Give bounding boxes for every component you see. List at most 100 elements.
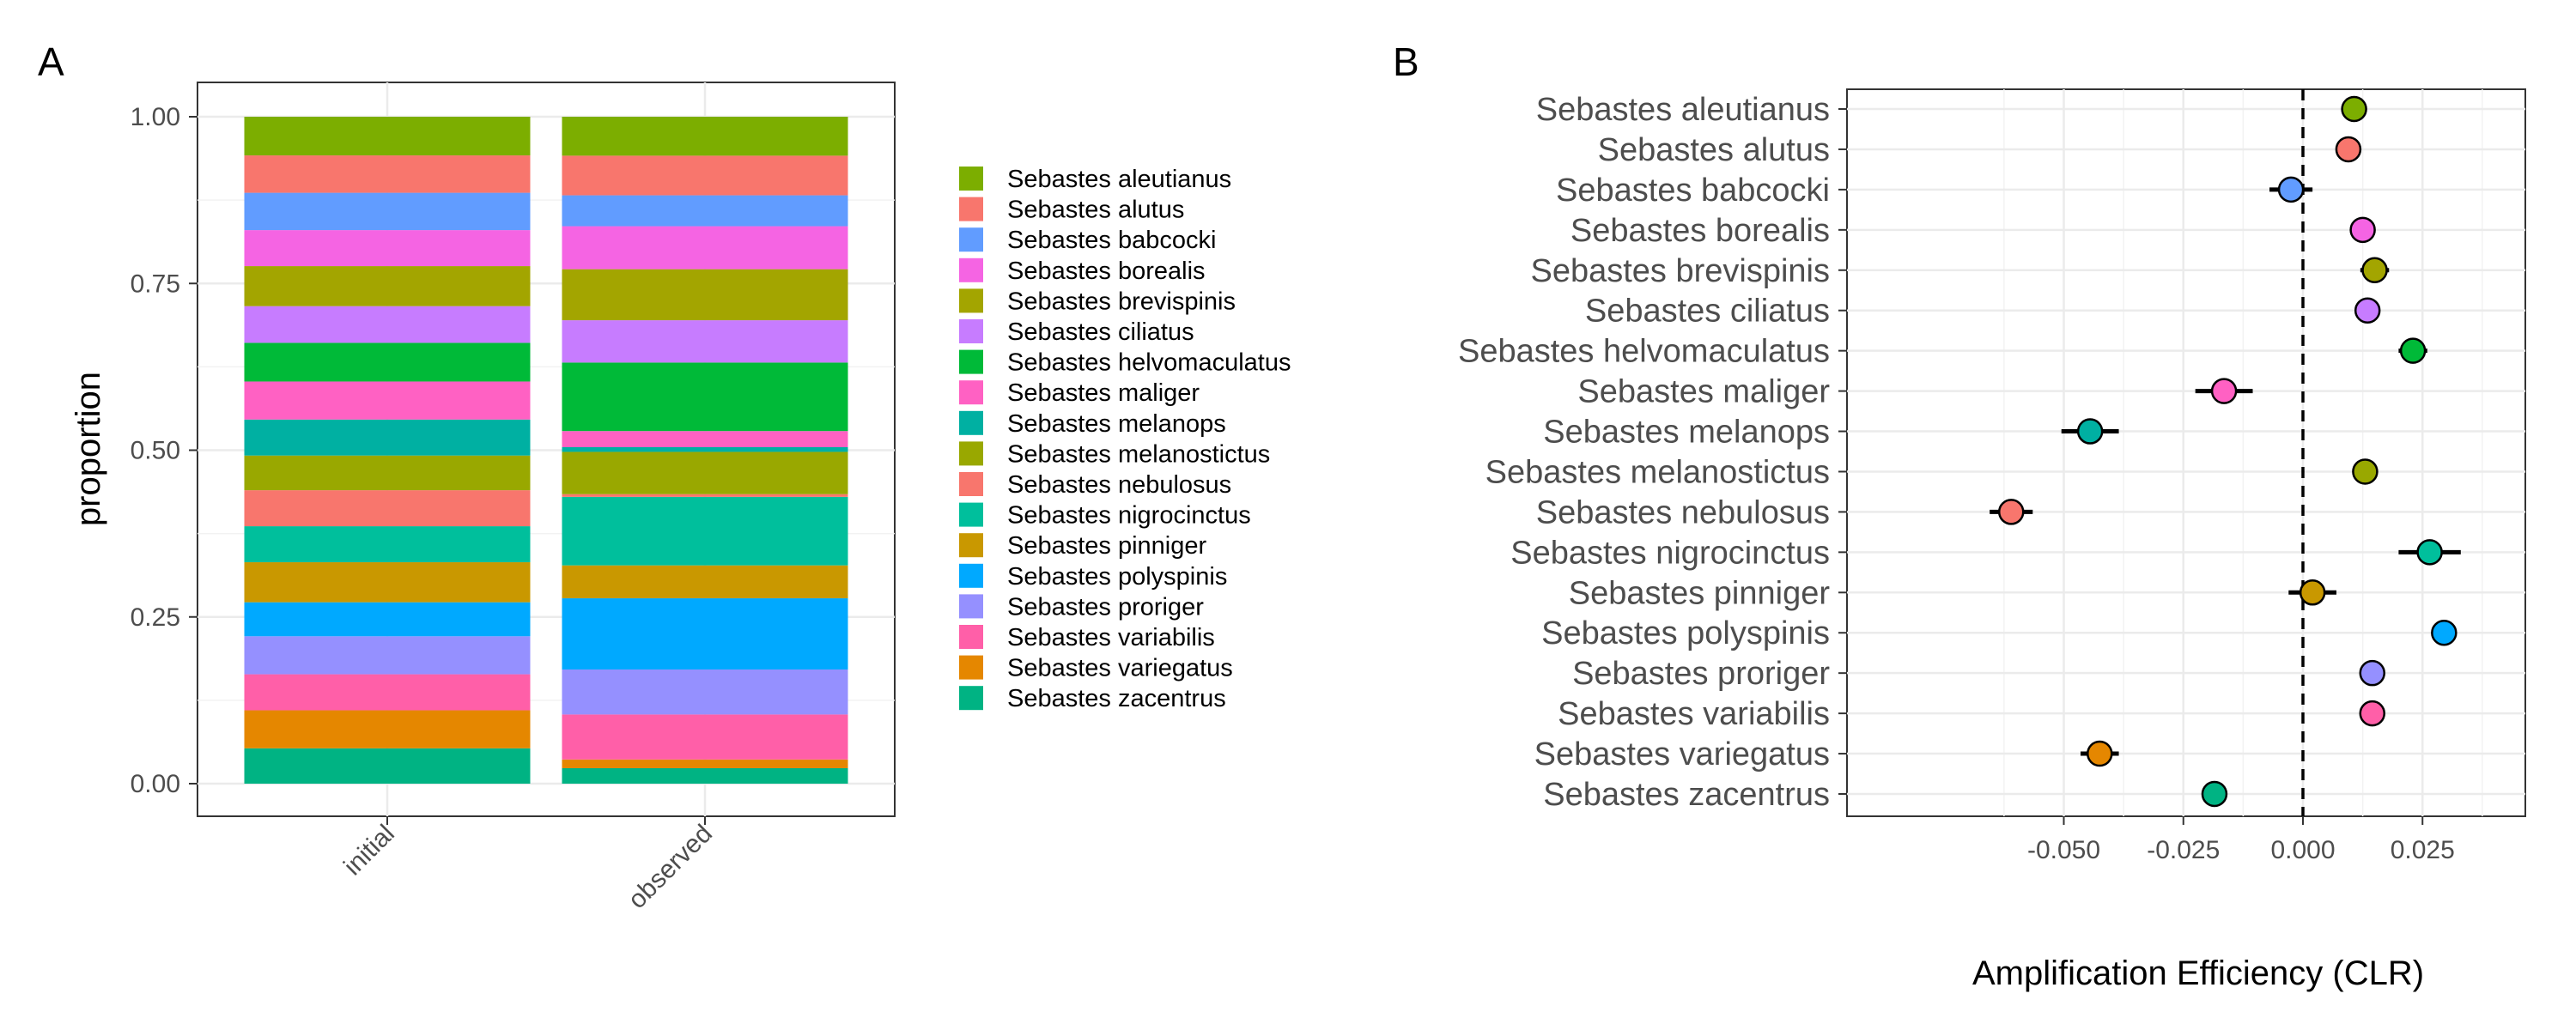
bar-segment-observed-sebastes-nigrocinctus bbox=[562, 496, 848, 566]
legend-key bbox=[959, 655, 983, 680]
point-sebastes-helvomaculatus bbox=[2398, 337, 2427, 364]
point-sebastes-nebulosus bbox=[1990, 499, 2033, 525]
y-tick-label: Sebastes ciliatus bbox=[1585, 294, 1830, 330]
point-marker bbox=[2210, 378, 2238, 404]
legend-label: Sebastes melanostictus bbox=[1007, 440, 1270, 468]
point-sebastes-variegatus bbox=[2080, 740, 2119, 767]
y-tick-label: Sebastes pinniger bbox=[1569, 575, 1831, 611]
bar-segment-initial-sebastes-polyspinis bbox=[244, 602, 531, 637]
x-tick-label: -0.025 bbox=[2147, 836, 2220, 864]
point-marker bbox=[2201, 780, 2228, 808]
legend-item-sebastes-zacentrus: Sebastes zacentrus bbox=[959, 685, 1226, 712]
legend-key bbox=[959, 533, 983, 558]
y-tick-label: Sebastes variabilis bbox=[1558, 696, 1830, 732]
point-marker bbox=[2349, 216, 2376, 244]
point-sebastes-pinniger bbox=[2288, 579, 2336, 606]
legend-item-sebastes-polyspinis: Sebastes polyspinis bbox=[959, 563, 1227, 591]
bar-segment-initial-sebastes-borealis bbox=[244, 230, 531, 267]
bar-segment-observed-sebastes-pinniger bbox=[562, 565, 848, 599]
bar-segment-observed-sebastes-variegatus bbox=[562, 759, 848, 769]
y-tick-label: Sebastes borealis bbox=[1571, 213, 1830, 249]
bar-segment-initial-sebastes-maliger bbox=[244, 381, 531, 420]
bar-segment-observed-sebastes-maliger bbox=[562, 431, 848, 447]
bar-segment-observed-sebastes-ciliatus bbox=[562, 320, 848, 363]
point-sebastes-proriger bbox=[2359, 659, 2386, 687]
legend-key bbox=[959, 686, 983, 711]
plot-b-y-ticks: Sebastes aleutianus Sebastes alutus Sebast… bbox=[1458, 92, 1847, 813]
bar-segment-initial-sebastes-babcocki bbox=[244, 192, 531, 231]
legend-key bbox=[959, 349, 983, 374]
bar-segment-observed-sebastes-zacentrus bbox=[562, 768, 848, 784]
legend-item-sebastes-brevispinis: Sebastes brevispinis bbox=[959, 288, 1236, 315]
bar-segment-initial-sebastes-alutus bbox=[244, 155, 531, 193]
point-marker bbox=[2431, 619, 2458, 646]
legend-label: Sebastes borealis bbox=[1007, 258, 1206, 285]
legend-key bbox=[959, 380, 983, 405]
bar-segment-observed-sebastes-variabilis bbox=[562, 714, 848, 760]
legend-label: Sebastes aleutianus bbox=[1007, 166, 1231, 193]
point-sebastes-ciliatus bbox=[2354, 297, 2381, 324]
point-sebastes-brevispinis bbox=[2360, 257, 2390, 284]
dot-plot-chart: Sebastes aleutianus Sebastes alutus Sebast… bbox=[1458, 88, 2526, 992]
point-sebastes-variabilis bbox=[2359, 700, 2386, 727]
bar-segment-observed-sebastes-nebulosus bbox=[562, 494, 848, 497]
bar-segment-initial-sebastes-helvomaculatus bbox=[244, 342, 531, 382]
bar-segment-observed-sebastes-melanops bbox=[562, 446, 848, 452]
legend-item-sebastes-melanops: Sebastes melanops bbox=[959, 410, 1226, 438]
y-tick-label: Sebastes melanops bbox=[1543, 415, 1830, 451]
point-marker bbox=[2087, 740, 2113, 767]
point-marker bbox=[1997, 499, 2025, 525]
legend-key bbox=[959, 502, 983, 527]
plot-a-y-ticks: 0.00 0.25 0.50 0.75 1.00 bbox=[131, 103, 197, 798]
x-axis-title: Amplification Efficiency (CLR) bbox=[1972, 954, 2424, 992]
y-tick-label: Sebastes melanostictus bbox=[1485, 454, 1830, 490]
bar-segment-initial-sebastes-brevispinis bbox=[244, 266, 531, 306]
bar-segment-initial-sebastes-aleutianus bbox=[244, 117, 531, 156]
legend-label: Sebastes nebulosus bbox=[1007, 471, 1231, 499]
y-tick-label: 0.50 bbox=[131, 437, 180, 465]
bar-segment-initial-sebastes-nebulosus bbox=[244, 490, 531, 527]
legend-label: Sebastes brevispinis bbox=[1007, 288, 1236, 315]
point-marker bbox=[2299, 579, 2326, 606]
y-tick-label: 0.75 bbox=[131, 270, 180, 298]
point-marker bbox=[2352, 458, 2379, 485]
legend-key bbox=[959, 197, 983, 221]
bar-segment-initial-sebastes-nigrocinctus bbox=[244, 526, 531, 563]
bar-segment-observed-sebastes-brevispinis bbox=[562, 269, 848, 321]
legend-label: Sebastes pinniger bbox=[1007, 532, 1206, 560]
bar-segment-initial-sebastes-ciliatus bbox=[244, 306, 531, 343]
point-marker bbox=[2416, 539, 2443, 566]
point-marker bbox=[2277, 176, 2305, 203]
panel-a-label: A bbox=[38, 39, 64, 84]
stacked-bar-chart: 0.000.250.500.751.00 initial observed pro… bbox=[70, 82, 1291, 914]
point-sebastes-maliger bbox=[2195, 378, 2253, 404]
y-tick-label: Sebastes brevispinis bbox=[1530, 253, 1830, 289]
legend-item-sebastes-proriger: Sebastes proriger bbox=[959, 593, 1204, 621]
bar-segment-initial-sebastes-pinniger bbox=[244, 562, 531, 603]
point-marker bbox=[2076, 418, 2104, 445]
legend-item-sebastes-ciliatus: Sebastes ciliatus bbox=[959, 318, 1194, 346]
bar-segment-observed-sebastes-melanostictus bbox=[562, 451, 848, 494]
x-tick-label: -0.050 bbox=[2027, 836, 2100, 864]
plot-b-panel bbox=[1846, 88, 2526, 817]
y-tick-label: Sebastes nebulosus bbox=[1536, 494, 1830, 530]
y-tick-label: Sebastes polyspinis bbox=[1541, 615, 1830, 651]
legend-key bbox=[959, 258, 983, 282]
legend-label: Sebastes alutus bbox=[1007, 197, 1184, 224]
legend: Sebastes aleutianus Sebastes alutus Sebast… bbox=[959, 166, 1291, 712]
bar-segment-initial-sebastes-variabilis bbox=[244, 674, 531, 711]
y-tick-label: Sebastes helvomaculatus bbox=[1458, 334, 1830, 370]
bar-segment-initial-sebastes-melanops bbox=[244, 419, 531, 456]
point-marker bbox=[2341, 95, 2367, 123]
point-sebastes-polyspinis bbox=[2431, 619, 2458, 646]
bar-segment-observed-sebastes-polyspinis bbox=[562, 598, 848, 670]
x-tick-label: 0.025 bbox=[2391, 836, 2455, 864]
legend-label: Sebastes zacentrus bbox=[1007, 685, 1226, 712]
y-tick-label: Sebastes zacentrus bbox=[1543, 777, 1830, 813]
point-sebastes-nigrocinctus bbox=[2398, 539, 2461, 566]
legend-key bbox=[959, 441, 983, 466]
legend-item-sebastes-helvomaculatus: Sebastes helvomaculatus bbox=[959, 349, 1291, 377]
y-tick-label: 0.25 bbox=[131, 603, 180, 632]
legend-item-sebastes-babcocki: Sebastes babcocki bbox=[959, 227, 1216, 254]
legend-item-sebastes-pinniger: Sebastes pinniger bbox=[959, 532, 1206, 560]
